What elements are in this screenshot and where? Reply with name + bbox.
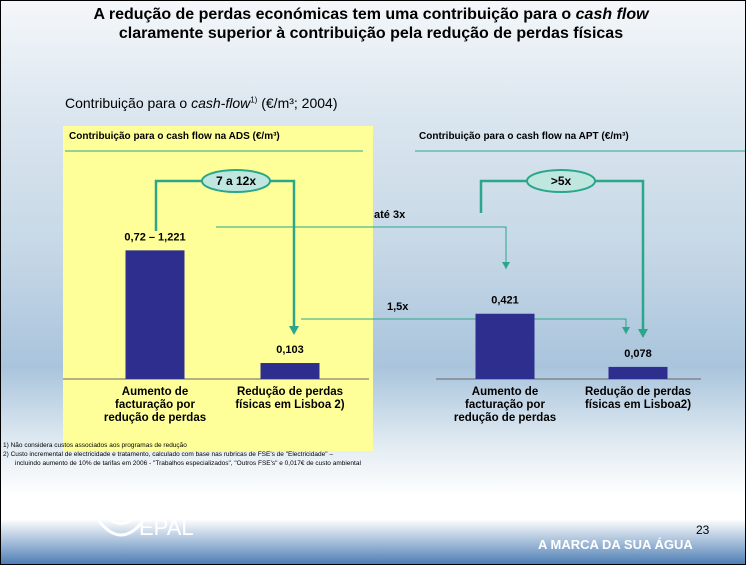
arrow-head: [289, 326, 299, 335]
annotation: >5x: [551, 174, 572, 188]
page-number: 23: [696, 523, 710, 537]
value-label: 0,421: [491, 295, 519, 307]
category-label: Aumento de facturação por redução de per…: [103, 386, 207, 424]
bar: [125, 250, 185, 379]
chart-title: Contribuição para o cash flow na APT (€/…: [419, 131, 629, 142]
footnote: 1) Não considera custos associados aos p…: [3, 442, 187, 449]
tagline: A MARCA DA SUA ÁGUA: [538, 537, 693, 552]
annotation: 7 a 12x: [216, 174, 256, 188]
category-label: Redução de perdas físicas em Lisboa2): [584, 386, 692, 411]
arrow-head: [502, 262, 510, 269]
subtitle: Contribuição para o cash-flow1) (€/m³; 2…: [65, 95, 337, 111]
bar: [260, 363, 320, 379]
logo-icon: [97, 510, 145, 537]
annotation: 1,5x: [387, 301, 409, 313]
arrow-head: [622, 327, 630, 334]
arrow-line: [216, 226, 507, 269]
arrow-head: [638, 329, 648, 338]
slide-title: A redução de perdas económicas tem uma c…: [61, 5, 681, 43]
title-part: claramente superior à contribuição pela …: [118, 25, 624, 42]
bar: [608, 366, 668, 379]
chart-title: Contribuição para o cash flow na ADS (€/…: [69, 131, 280, 142]
subtitle-part: (€/m³; 2004): [261, 95, 338, 111]
subtitle-part: 1): [250, 95, 258, 105]
annotation: até 3x: [374, 209, 406, 221]
value-label: 0,72 – 1,221: [124, 231, 185, 243]
title-part: cash flow: [575, 6, 649, 23]
annotation-oval: [201, 169, 271, 193]
footnote: incluindo aumento de 10% de tarifas em 2…: [15, 460, 361, 467]
title-part: A redução de perdas económicas tem uma c…: [93, 6, 572, 23]
value-label: 0,103: [276, 344, 304, 356]
bar: [475, 313, 535, 379]
footnote: 2) Custo incremental de electricidade e …: [3, 451, 333, 458]
logo: EPAL: [139, 515, 194, 540]
arrow-line: [301, 318, 627, 334]
annotation-oval: [526, 169, 596, 193]
bracket: [479, 179, 645, 330]
subtitle-part: cash-flow: [191, 95, 251, 111]
category-label: Aumento de facturação por redução de per…: [453, 386, 557, 424]
category-label: Redução de perdas físicas em Lisboa 2): [235, 386, 345, 411]
subtitle-part: Contribuição para o: [65, 95, 188, 111]
value-label: 0,078: [624, 348, 652, 360]
